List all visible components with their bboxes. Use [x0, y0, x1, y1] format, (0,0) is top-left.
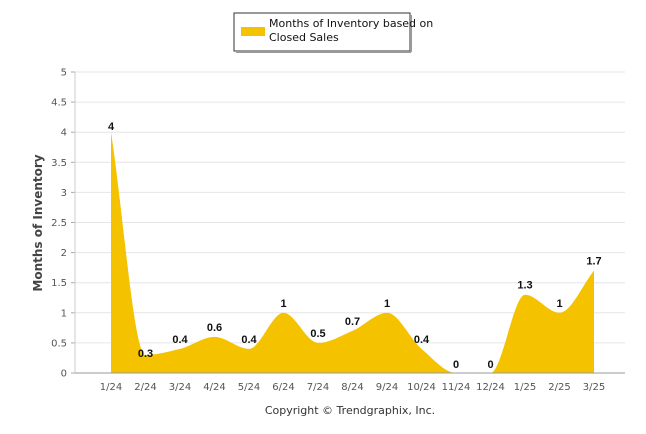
y-tick-label: 3.5: [51, 158, 67, 169]
data-label: 0.4: [172, 334, 188, 346]
x-tick-label: 8/24: [341, 382, 363, 393]
data-label: 0.7: [345, 316, 360, 328]
grid: [75, 71, 625, 374]
x-tick-label: 7/24: [307, 382, 329, 393]
legend-label-line1: Months of Inventory based on: [269, 17, 433, 30]
y-tick-label: 1.5: [51, 278, 67, 289]
data-label: 0.5: [310, 328, 325, 340]
x-tick-label: 9/24: [376, 382, 398, 393]
x-tick-label: 12/24: [476, 382, 505, 393]
legend-label-line2: Closed Sales: [269, 31, 339, 44]
data-labels: 4 0.3 0.4 0.6 0.4 1 0.5 0.7 1 0.4 0 0 1.3 1 1.7: [108, 121, 602, 371]
y-tick-label: 0: [61, 369, 67, 380]
data-label: 1: [280, 298, 286, 310]
x-tick-label: 2/25: [548, 382, 570, 393]
y-tick-label: 3: [61, 188, 67, 199]
x-tick-label: 1/25: [514, 382, 536, 393]
data-label: 4: [108, 121, 115, 133]
x-tick-label: 11/24: [442, 382, 471, 393]
data-label: 1.7: [586, 256, 601, 268]
plot-area: [111, 132, 594, 373]
x-tick-label: 2/24: [134, 382, 156, 393]
data-label: 0: [453, 359, 459, 371]
y-axis-ticks: 0 0.5 1 1.5 2 2.5 3 3.5 4 4.5 5: [51, 68, 625, 380]
x-tick-label: 3/24: [169, 382, 191, 393]
data-label: 0.3: [138, 348, 153, 360]
x-tick-label: 4/24: [203, 382, 225, 393]
data-label: 1: [384, 298, 390, 310]
copyright-footer: Copyright © Trendgraphix, Inc.: [265, 404, 435, 417]
x-tick-label: 6/24: [272, 382, 294, 393]
data-label: 0.4: [414, 334, 430, 346]
data-label: 0.4: [241, 334, 257, 346]
legend: Months of Inventory based on Closed Sale…: [233, 12, 433, 53]
x-tick-label: 5/24: [238, 382, 260, 393]
data-label: 0.6: [207, 322, 222, 334]
y-tick-label: 5: [61, 68, 67, 79]
x-tick-label: 3/25: [583, 382, 605, 393]
y-tick-label: 4.5: [51, 98, 67, 109]
data-label: 1.3: [517, 280, 532, 292]
y-tick-label: 2: [61, 248, 67, 259]
y-tick-label: 1: [61, 308, 67, 319]
data-label: 0: [487, 359, 493, 371]
series-area: [111, 132, 594, 373]
x-tick-label: 1/24: [100, 382, 122, 393]
data-label: 1: [556, 298, 562, 310]
x-axis-ticks: 1/24 2/24 3/24 4/24 5/24 6/24 7/24 8/24 9/24 10/2…: [100, 382, 605, 393]
y-tick-label: 2.5: [51, 218, 67, 229]
legend-swatch: [241, 27, 265, 36]
y-tick-label: 4: [61, 128, 67, 139]
y-tick-label: 0.5: [51, 338, 67, 349]
x-tick-label: 10/24: [407, 382, 436, 393]
y-axis-title: Months of Inventory: [31, 154, 45, 291]
